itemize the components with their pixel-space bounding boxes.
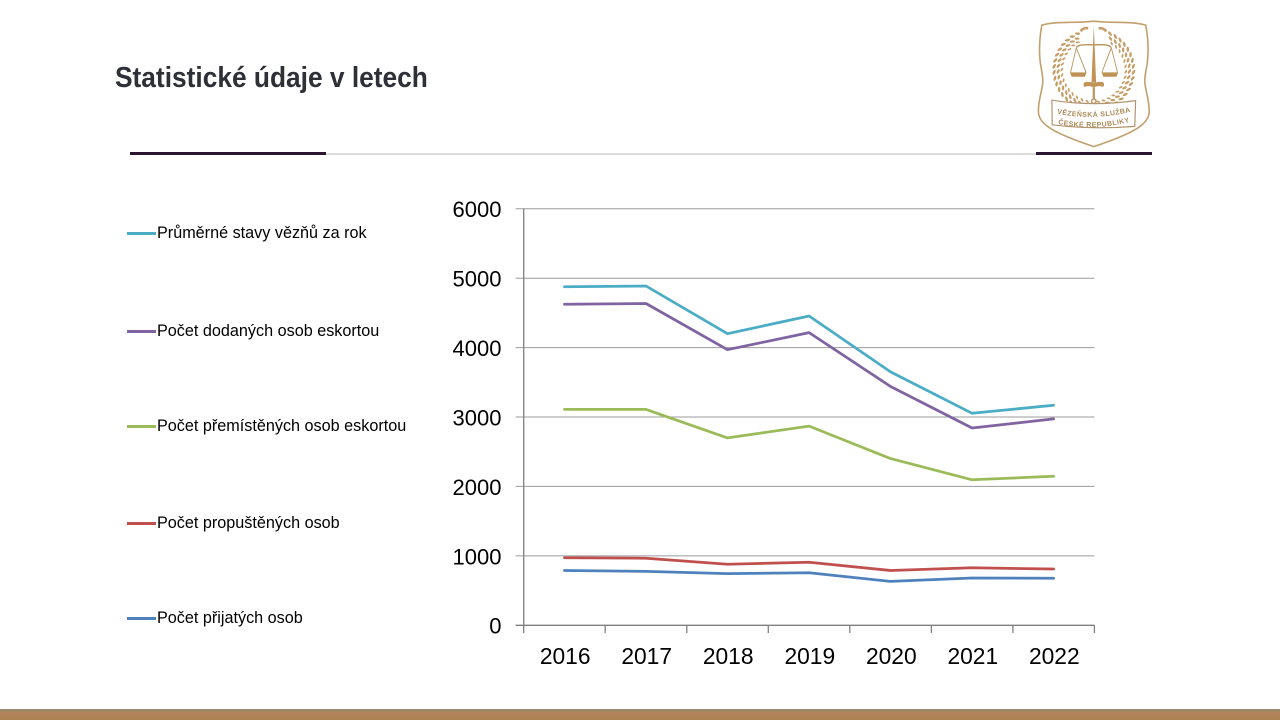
svg-text:2020: 2020 bbox=[866, 643, 917, 669]
svg-text:2017: 2017 bbox=[621, 643, 672, 669]
svg-text:2018: 2018 bbox=[703, 643, 754, 669]
svg-text:0: 0 bbox=[489, 614, 501, 639]
svg-text:2021: 2021 bbox=[947, 643, 998, 669]
svg-text:5000: 5000 bbox=[453, 267, 502, 292]
svg-text:3000: 3000 bbox=[453, 405, 502, 430]
svg-text:2016: 2016 bbox=[540, 643, 591, 669]
svg-text:2022: 2022 bbox=[1029, 643, 1080, 669]
svg-text:2019: 2019 bbox=[784, 643, 835, 669]
svg-text:2000: 2000 bbox=[453, 475, 502, 500]
svg-text:1000: 1000 bbox=[453, 544, 502, 569]
svg-text:4000: 4000 bbox=[453, 336, 502, 361]
svg-text:6000: 6000 bbox=[453, 197, 502, 222]
